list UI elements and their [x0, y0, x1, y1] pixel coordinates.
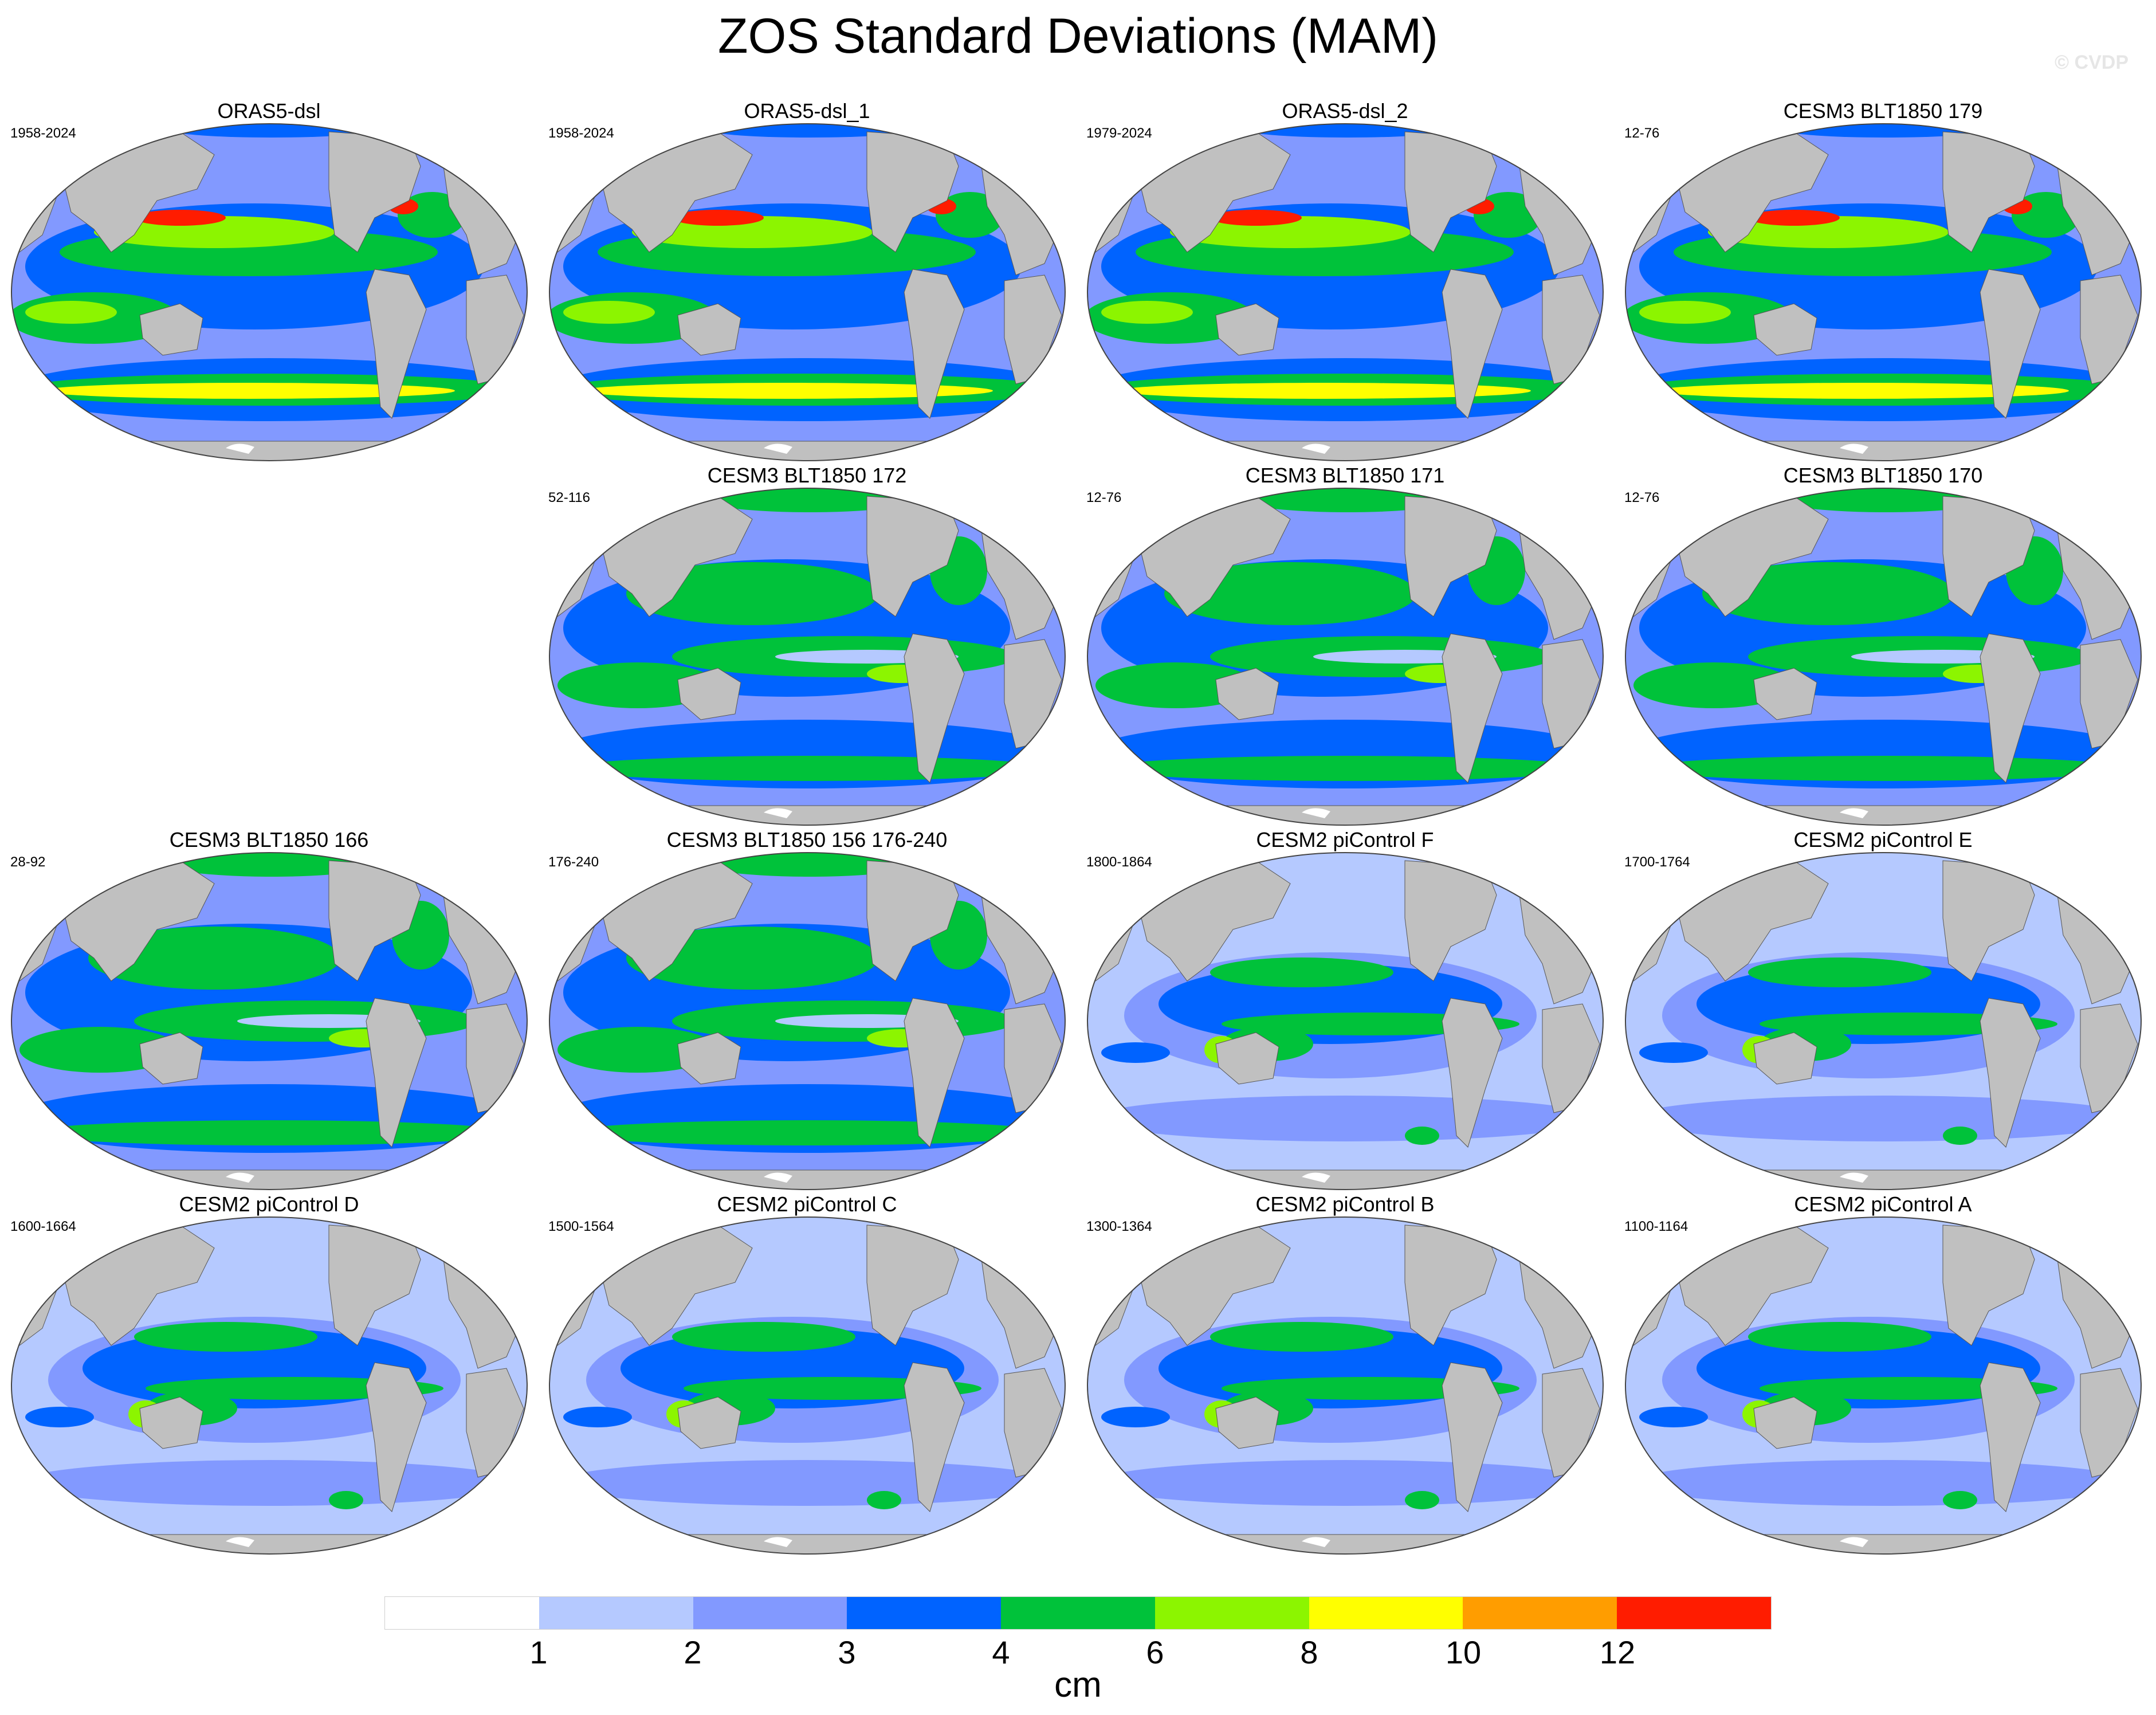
panel-title: CESM3 BLT1850 156 176-240 — [666, 828, 948, 851]
colorbar-tick-label: 12 — [1599, 1634, 1636, 1670]
world-map — [11, 123, 528, 461]
world-map — [549, 1216, 1066, 1555]
watermark: © CVDP — [2055, 52, 2128, 73]
world-map — [1625, 488, 2142, 826]
colorbar-box — [1154, 1597, 1309, 1629]
map-panel: CESM3 BLT1850 172 52-116 — [538, 463, 1076, 830]
colorbar-box — [1617, 1597, 1772, 1629]
panel-period: 12-76 — [1624, 125, 1660, 141]
panel-period: 12-76 — [1086, 490, 1122, 505]
panel-title: CESM2 piControl A — [1794, 1192, 1972, 1216]
map-panel: CESM2 piControl A 1100-1164 — [1614, 1192, 2152, 1559]
map-panel: CESM2 piControl E 1700-1764 — [1614, 827, 2152, 1194]
world-map — [549, 488, 1066, 826]
world-map — [1087, 1216, 1604, 1555]
panel-title: ORAS5-dsl_2 — [1282, 99, 1408, 123]
panel-period: 1500-1564 — [548, 1219, 614, 1234]
panel-title: CESM3 BLT1850 170 — [1783, 464, 1983, 487]
colorbar-tick-label: 1 — [529, 1634, 548, 1670]
panel-period: 52-116 — [548, 490, 590, 505]
map-panel: CESM3 BLT1850 170 12-76 — [1614, 463, 2152, 830]
world-map — [549, 123, 1066, 461]
panel-period: 1979-2024 — [1086, 125, 1152, 141]
panel-period: 1600-1664 — [10, 1219, 76, 1234]
colorbar-box — [385, 1597, 539, 1629]
world-map — [11, 852, 528, 1190]
colorbar-units: cm — [1054, 1665, 1102, 1705]
panel-period: 12-76 — [1624, 490, 1660, 505]
map-panel: CESM3 BLT1850 179 12-76 — [1614, 99, 2152, 465]
map-panel: CESM2 piControl C 1500-1564 — [538, 1192, 1076, 1559]
panel-period: 1800-1864 — [1086, 854, 1152, 870]
panel-period: 1958-2024 — [548, 125, 614, 141]
colorbar-box — [1309, 1597, 1463, 1629]
panel-title: CESM3 BLT1850 179 — [1783, 99, 1983, 123]
main-title: ZOS Standard Deviations (MAM) — [718, 9, 1438, 64]
panel-period: 1700-1764 — [1624, 854, 1690, 870]
map-panel: CESM3 BLT1850 156 176-240 176-240 — [538, 827, 1076, 1194]
colorbar-box — [847, 1597, 1002, 1629]
map-panel: ORAS5-dsl_1 1958-2024 — [538, 99, 1076, 465]
colorbar-tick-label: 8 — [1300, 1634, 1318, 1670]
panel-title: CESM3 BLT1850 171 — [1245, 464, 1445, 487]
panel-period: 1100-1164 — [1624, 1219, 1688, 1234]
world-map — [1087, 488, 1604, 826]
map-panel: CESM3 BLT1850 171 12-76 — [1076, 463, 1614, 830]
world-map — [1625, 1216, 2142, 1555]
colorbar-box — [693, 1597, 847, 1629]
world-map — [549, 852, 1066, 1190]
panel-title: ORAS5-dsl_1 — [744, 99, 870, 123]
panel-title: CESM2 piControl B — [1255, 1192, 1435, 1216]
panel-period: 1300-1364 — [1086, 1219, 1152, 1234]
colorbar-tick-label: 2 — [684, 1634, 702, 1670]
world-map — [1087, 852, 1604, 1190]
colorbar-tick-label: 4 — [992, 1634, 1010, 1670]
world-map — [11, 1216, 528, 1555]
panel-period: 176-240 — [548, 854, 599, 870]
map-panel: CESM2 piControl B 1300-1364 — [1076, 1192, 1614, 1559]
panel-title: ORAS5-dsl — [217, 99, 321, 123]
colorbar-box — [1001, 1597, 1155, 1629]
map-panel: CESM2 piControl F 1800-1864 — [1076, 827, 1614, 1194]
world-map — [1625, 852, 2142, 1190]
colorbar — [384, 1596, 1772, 1630]
colorbar-tick-label: 6 — [1146, 1634, 1164, 1670]
map-panel: CESM3 BLT1850 166 28-92 — [0, 827, 538, 1194]
panel-title: CESM2 piControl E — [1793, 828, 1973, 851]
colorbar-tick-label: 10 — [1445, 1634, 1482, 1670]
panel-period: 1958-2024 — [10, 125, 76, 141]
world-map — [1625, 123, 2142, 461]
world-map — [1087, 123, 1604, 461]
panel-title: CESM2 piControl D — [179, 1192, 359, 1216]
panel-title: CESM3 BLT1850 172 — [707, 464, 907, 487]
map-panel: ORAS5-dsl_2 1979-2024 — [1076, 99, 1614, 465]
panel-title: CESM2 piControl C — [717, 1192, 897, 1216]
panel-period: 28-92 — [10, 854, 46, 870]
map-panel: CESM2 piControl D 1600-1664 — [0, 1192, 538, 1559]
panel-title: CESM2 piControl F — [1256, 828, 1434, 851]
colorbar-box — [539, 1597, 693, 1629]
colorbar-tick-label: 3 — [838, 1634, 856, 1670]
colorbar-box — [1463, 1597, 1617, 1629]
map-panel: ORAS5-dsl 1958-2024 — [0, 99, 538, 465]
panel-title: CESM3 BLT1850 166 — [169, 828, 369, 851]
